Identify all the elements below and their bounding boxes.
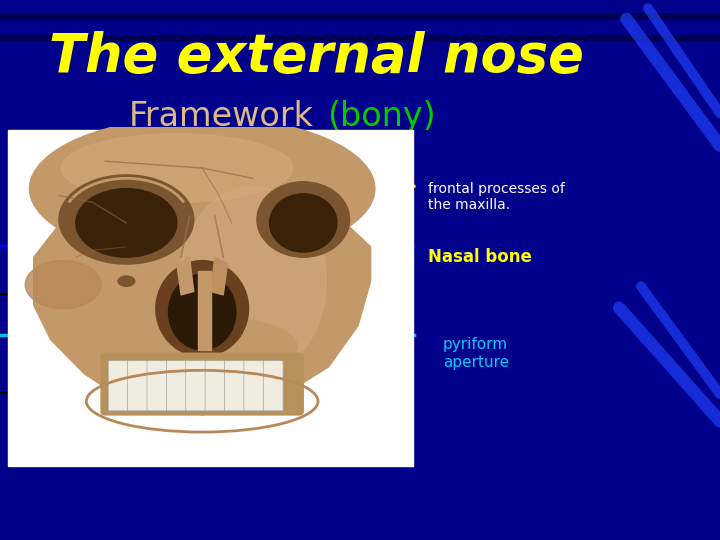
Ellipse shape [257,182,350,257]
Ellipse shape [59,175,194,264]
Polygon shape [177,257,194,295]
Ellipse shape [118,276,135,286]
FancyBboxPatch shape [244,361,264,411]
FancyBboxPatch shape [166,361,186,411]
FancyBboxPatch shape [127,361,148,411]
Ellipse shape [168,274,236,350]
FancyBboxPatch shape [205,361,225,411]
FancyBboxPatch shape [264,361,283,411]
Ellipse shape [61,134,293,202]
FancyBboxPatch shape [147,361,167,411]
Ellipse shape [107,315,297,377]
Polygon shape [210,257,228,295]
Text: pyriform
aperture: pyriform aperture [443,338,509,370]
FancyBboxPatch shape [9,130,413,467]
Ellipse shape [156,261,248,356]
FancyBboxPatch shape [225,361,244,411]
Text: The external nose: The external nose [50,31,584,83]
Text: frontal processes of
the maxilla.: frontal processes of the maxilla. [428,182,565,212]
Ellipse shape [30,117,375,261]
Text: Framework: Framework [128,99,313,133]
Ellipse shape [25,261,101,309]
Polygon shape [34,202,371,415]
Ellipse shape [179,187,326,375]
FancyBboxPatch shape [101,353,303,415]
Text: (bony): (bony) [327,99,436,133]
Polygon shape [198,271,210,350]
FancyBboxPatch shape [108,361,128,411]
Ellipse shape [76,188,177,257]
FancyBboxPatch shape [186,361,205,411]
Text: Nasal bone: Nasal bone [428,247,532,266]
Ellipse shape [269,194,337,252]
